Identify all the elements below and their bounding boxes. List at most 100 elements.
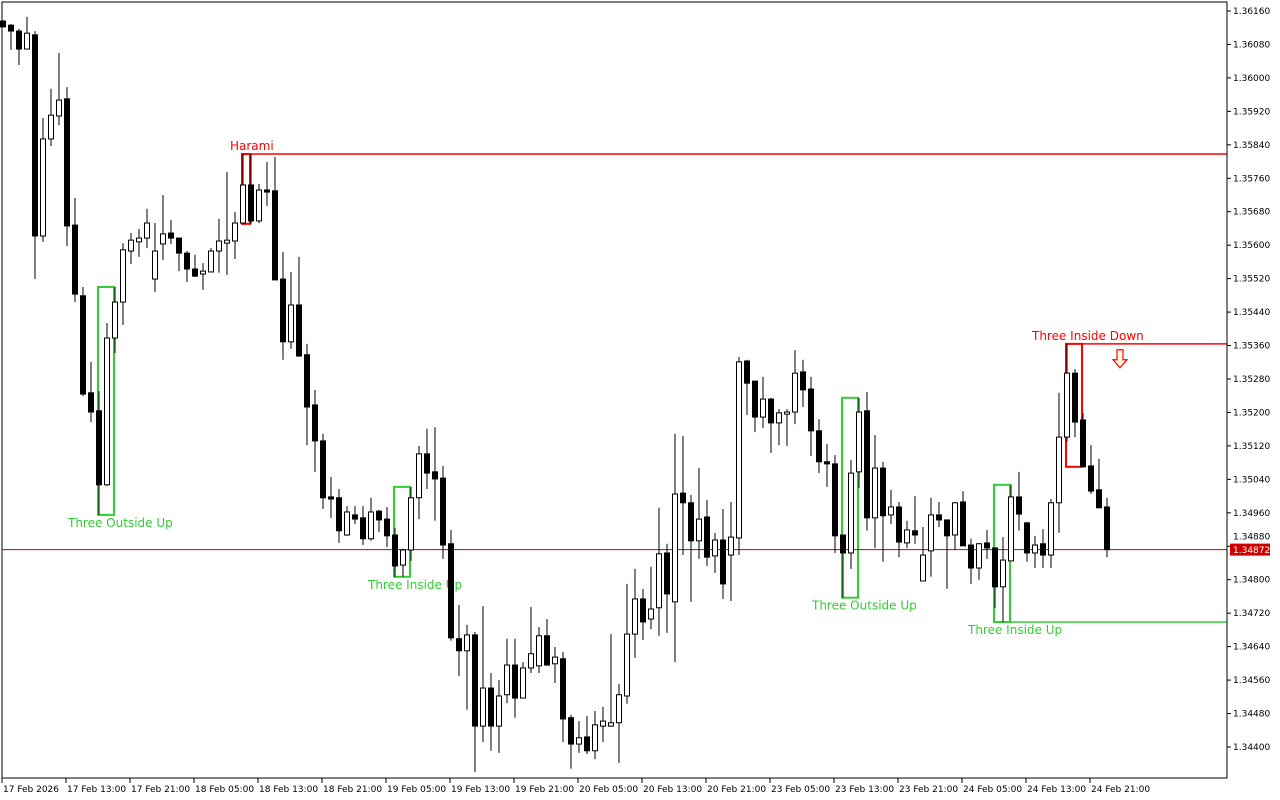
candle-body (880, 467, 886, 517)
candle-bullish (232, 212, 238, 259)
candle-bullish (1056, 392, 1062, 533)
candle-bearish (1080, 412, 1086, 468)
candle-body (128, 239, 134, 252)
price-tick-label: 1.36000 (1233, 74, 1270, 84)
candle-body (480, 687, 486, 727)
candle-body (512, 664, 518, 699)
candle-body (568, 717, 574, 745)
candle-body (784, 411, 790, 415)
candle-body (176, 237, 182, 254)
candle-body (32, 34, 38, 237)
candle-bullish (648, 566, 654, 630)
candle-body (504, 664, 510, 696)
candle-bearish (688, 494, 694, 602)
candle-body (432, 471, 438, 480)
price-tick-label: 1.34640 (1233, 643, 1270, 653)
candle-body (832, 463, 838, 537)
candle-body (320, 440, 326, 499)
candle-bearish (1096, 458, 1102, 509)
candle-bullish (1048, 499, 1054, 569)
candle-body (776, 412, 782, 424)
candle-bearish (800, 359, 806, 408)
price-axis[interactable]: 1.36160 1.36080 1.36000 1.35920 1.35840 1.357… (1226, 2, 1270, 778)
candle-bearish (1016, 471, 1022, 531)
candle-bullish (672, 433, 678, 663)
price-tick-label: 1.35120 (1233, 442, 1270, 452)
candle-bullish (408, 486, 414, 561)
candle-bearish (560, 652, 566, 742)
candle-bullish (344, 506, 350, 536)
candle-body (984, 542, 990, 549)
candle-bullish (856, 397, 862, 488)
candle-bullish (400, 548, 406, 577)
pattern-three-inside-down: Three Inside Down (1031, 329, 1227, 468)
candle-bullish (848, 460, 854, 569)
candle-bullish (40, 118, 46, 242)
candle-bearish (272, 156, 278, 281)
candle-bearish (432, 427, 438, 521)
candle-bearish (944, 519, 950, 589)
candle-bullish (760, 376, 766, 428)
candle-body (744, 360, 750, 384)
candle-body (368, 511, 374, 540)
candle-bearish (744, 359, 750, 415)
pattern-label: Three Inside Up (367, 578, 462, 592)
candle-body (224, 239, 230, 244)
time-tick-label: 18 Feb 13:00 (259, 785, 318, 795)
candle-body (1024, 522, 1030, 554)
candle-body (16, 30, 22, 50)
candle-bearish (936, 501, 942, 528)
candle-body (440, 477, 446, 546)
time-axis[interactable]: 17 Feb 2026 17 Feb 13:00 17 Feb 21:00 18 Fe… (1, 777, 1227, 795)
candle-body (640, 598, 646, 623)
candle-body (136, 237, 142, 243)
candle-body (968, 544, 974, 569)
candle-body (768, 398, 774, 424)
pattern-box (841, 396, 859, 599)
candle-body (688, 502, 694, 542)
candle-body (1064, 372, 1070, 438)
candle-body (632, 598, 638, 635)
candle-bullish (600, 706, 606, 742)
candle-bullish (464, 624, 470, 710)
candle-body (304, 354, 310, 408)
candle-bearish (472, 631, 478, 773)
candle-body (664, 552, 670, 595)
candle-bullish (776, 409, 782, 446)
candle-body (56, 99, 62, 117)
candle-body (208, 250, 214, 273)
time-tick-label: 24 Feb 21:00 (1091, 785, 1150, 795)
price-tick-label: 1.34960 (1233, 509, 1270, 519)
candle-body (992, 547, 998, 588)
candle-bearish (544, 619, 550, 666)
pattern-three-outside-up: Three Outside Up (67, 285, 173, 530)
candle-body (392, 534, 398, 567)
candle-body (400, 549, 406, 566)
candle-bearish (32, 31, 38, 280)
candle-bearish (304, 343, 310, 446)
candle-body (1040, 543, 1046, 556)
candle-body (808, 388, 814, 432)
time-tick-label: 19 Feb 21:00 (515, 785, 574, 795)
candle-body (736, 361, 742, 539)
candle-bearish (720, 509, 726, 599)
candle-body (1016, 496, 1022, 515)
candle-body (656, 553, 662, 609)
candle-body (416, 453, 422, 499)
candle-body (576, 737, 582, 745)
candle-bullish (920, 527, 926, 582)
candle-bearish (984, 529, 990, 559)
candle-body (232, 222, 238, 242)
candle-bullish (136, 228, 142, 257)
candle-bullish (520, 662, 526, 699)
candle-bullish (728, 501, 734, 602)
time-tick-label: 23 Feb 13:00 (835, 785, 894, 795)
candle-body (216, 240, 222, 252)
candle-body (856, 411, 862, 473)
candle-bearish (832, 455, 838, 553)
price-tick-label: 1.35920 (1233, 107, 1270, 117)
candle-bullish (696, 468, 702, 559)
time-tick-label: 24 Feb 13:00 (1027, 785, 1086, 795)
candle-bearish (280, 251, 286, 360)
